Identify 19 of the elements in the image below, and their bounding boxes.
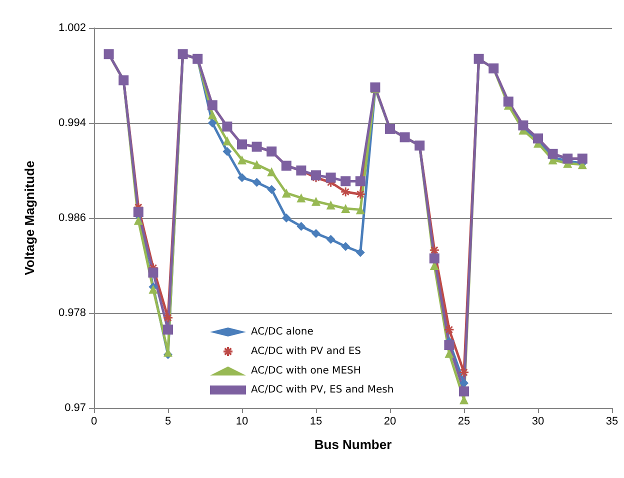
x-tick-label: 0 (90, 416, 98, 428)
x-tick-label: 35 (606, 416, 618, 428)
x-tick-label: 10 (236, 416, 248, 428)
x-axis-title: Bus Number (314, 437, 392, 452)
y-tick-label: 0.986 (58, 212, 86, 224)
y-axis-title: Voltage Magnitude (22, 160, 37, 276)
x-tick-label: 25 (458, 416, 470, 428)
legend-label: AC/DC with PV, ES and Mesh (251, 384, 394, 396)
y-tick-label: 1.002 (58, 22, 86, 34)
x-tick-label: 15 (310, 416, 322, 428)
legend-label: AC/DC with PV and ES (251, 346, 361, 357)
x-tick-label: 30 (532, 416, 544, 428)
y-tick-label: 0.97 (64, 402, 86, 414)
legend-label: AC/DC alone (251, 326, 314, 338)
x-tick-label: 5 (164, 416, 172, 428)
legend-label: AC/DC with one MESH (251, 366, 361, 376)
y-tick-label: 0.978 (58, 307, 86, 319)
y-tick-label: 0.994 (58, 117, 86, 129)
x-tick-label: 20 (384, 416, 396, 428)
